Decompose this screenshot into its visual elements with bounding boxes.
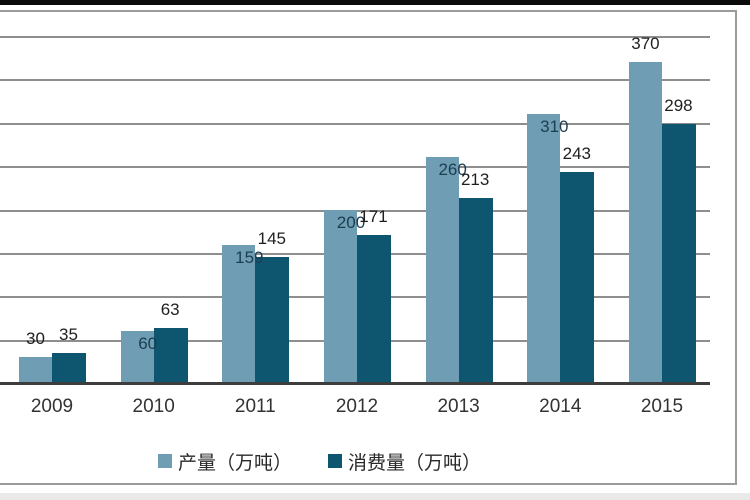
value-label-consumption-2012: 171 xyxy=(359,206,388,226)
year-label-2011: 2011 xyxy=(234,396,276,417)
bar-consumption-2011 xyxy=(255,257,290,383)
bar-production-2014 xyxy=(527,114,561,383)
x-axis-line xyxy=(0,382,710,385)
bar-production-2011 xyxy=(222,245,256,383)
year-label-2012: 2012 xyxy=(335,396,379,417)
bar-consumption-2014 xyxy=(560,172,595,383)
bar-production-2010 xyxy=(120,330,154,383)
bar-consumption-2013 xyxy=(458,198,493,383)
legend-item-consumption: 消费量（万吨） xyxy=(328,448,481,475)
top-black-bar xyxy=(0,0,750,5)
value-label-production-2010: 60 xyxy=(138,333,158,353)
value-label-production-2009: 30 xyxy=(26,328,45,348)
bar-consumption-2009 xyxy=(52,352,86,383)
bar-consumption-2012 xyxy=(356,234,391,383)
value-label-consumption-2010: 63 xyxy=(160,300,180,320)
value-label-production-2011: 159 xyxy=(235,248,264,268)
chart-frame xyxy=(0,10,737,485)
year-label-2014: 2014 xyxy=(539,396,582,417)
bar-consumption-2015 xyxy=(661,124,696,383)
year-label-2015: 2015 xyxy=(640,396,684,417)
value-label-consumption-2015: 298 xyxy=(664,96,693,116)
bar-consumption-2010 xyxy=(153,328,188,383)
value-label-consumption-2013: 213 xyxy=(460,170,490,190)
value-label-consumption-2009: 35 xyxy=(59,324,78,344)
value-label-consumption-2014: 243 xyxy=(562,144,591,164)
value-label-production-2012: 200 xyxy=(336,212,366,232)
legend-label-consumption: 消费量（万吨） xyxy=(348,452,482,474)
legend-label-production: 产量（万吨） xyxy=(178,452,293,474)
bar-production-2012 xyxy=(323,209,357,383)
production-swatch-icon xyxy=(158,454,172,468)
value-label-production-2015: 370 xyxy=(631,34,660,54)
value-label-production-2014: 310 xyxy=(540,117,569,137)
bar-production-2015 xyxy=(628,62,662,383)
bar-production-2009 xyxy=(19,356,52,383)
bar-production-2013 xyxy=(425,157,459,383)
gridline-400 xyxy=(0,36,710,38)
year-label-2009: 2009 xyxy=(30,396,74,417)
gridline-350 xyxy=(0,79,710,82)
value-label-production-2013: 260 xyxy=(438,160,467,180)
gridline-250 xyxy=(0,166,710,169)
legend-item-production: 产量（万吨） xyxy=(158,448,292,475)
bottom-gray-strip xyxy=(0,493,750,500)
year-label-2013: 2013 xyxy=(437,396,480,417)
gridline-300 xyxy=(0,122,710,125)
value-label-consumption-2011: 145 xyxy=(257,229,286,249)
year-label-2010: 2010 xyxy=(132,396,175,417)
legend: 产量（万吨） 消费量（万吨） xyxy=(158,448,481,474)
consumption-swatch-icon xyxy=(328,454,343,468)
